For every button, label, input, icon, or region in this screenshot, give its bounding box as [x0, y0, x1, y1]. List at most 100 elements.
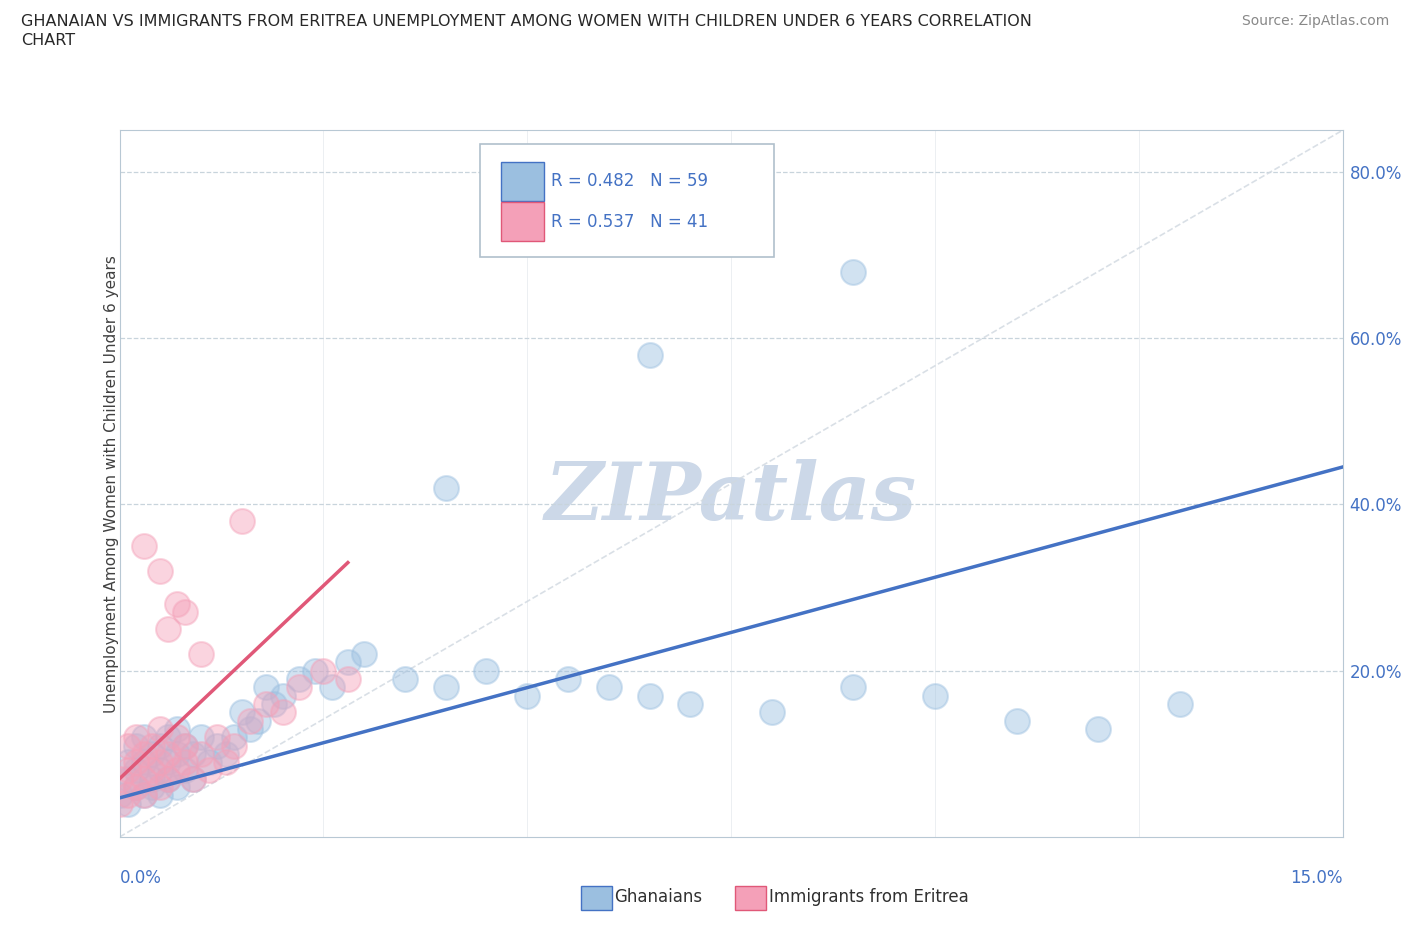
- Point: [198, 755, 221, 770]
- Point: [173, 738, 195, 753]
- Point: [117, 755, 139, 770]
- Point: [149, 763, 172, 777]
- Point: [924, 688, 946, 703]
- Point: [132, 788, 155, 803]
- Point: [157, 755, 180, 770]
- Point: [222, 738, 245, 753]
- Point: [516, 688, 538, 703]
- Point: [254, 680, 277, 695]
- Point: [132, 755, 155, 770]
- Point: [222, 730, 245, 745]
- Text: GHANAIAN VS IMMIGRANTS FROM ERITREA UNEMPLOYMENT AMONG WOMEN WITH CHILDREN UNDER: GHANAIAN VS IMMIGRANTS FROM ERITREA UNEM…: [21, 14, 1032, 29]
- Point: [166, 597, 188, 612]
- Point: [190, 747, 212, 762]
- Point: [271, 705, 294, 720]
- Point: [149, 788, 172, 803]
- Point: [149, 779, 172, 794]
- Text: CHART: CHART: [21, 33, 75, 47]
- Text: 15.0%: 15.0%: [1291, 869, 1343, 887]
- Point: [166, 747, 188, 762]
- Point: [598, 680, 620, 695]
- Point: [149, 722, 172, 737]
- Point: [157, 730, 180, 745]
- Text: R = 0.482   N = 59: R = 0.482 N = 59: [551, 172, 709, 190]
- Text: ZIPatlas: ZIPatlas: [546, 459, 917, 537]
- FancyBboxPatch shape: [481, 144, 773, 258]
- Point: [108, 788, 131, 803]
- Point: [166, 763, 188, 777]
- Point: [125, 738, 148, 753]
- Point: [149, 738, 172, 753]
- Point: [157, 771, 180, 786]
- Point: [336, 655, 359, 670]
- Point: [190, 646, 212, 661]
- Point: [125, 779, 148, 794]
- Point: [263, 697, 285, 711]
- Point: [181, 771, 204, 786]
- Point: [125, 755, 148, 770]
- Point: [149, 755, 172, 770]
- Point: [842, 264, 865, 279]
- Text: R = 0.537   N = 41: R = 0.537 N = 41: [551, 213, 709, 231]
- Point: [125, 779, 148, 794]
- Point: [198, 763, 221, 777]
- Point: [125, 763, 148, 777]
- Point: [132, 747, 155, 762]
- Point: [842, 680, 865, 695]
- Point: [132, 538, 155, 553]
- Point: [132, 730, 155, 745]
- Point: [231, 513, 253, 528]
- Point: [207, 730, 229, 745]
- Point: [141, 738, 163, 753]
- Point: [207, 738, 229, 753]
- Point: [239, 713, 262, 728]
- Point: [288, 671, 311, 686]
- Point: [434, 480, 457, 495]
- Text: Ghanaians: Ghanaians: [614, 888, 703, 907]
- Point: [117, 738, 139, 753]
- Point: [117, 771, 139, 786]
- Point: [157, 747, 180, 762]
- Point: [638, 688, 661, 703]
- Point: [231, 705, 253, 720]
- Point: [157, 771, 180, 786]
- Point: [181, 747, 204, 762]
- Point: [239, 722, 262, 737]
- Point: [166, 730, 188, 745]
- Point: [288, 680, 311, 695]
- Point: [173, 755, 195, 770]
- Point: [166, 779, 188, 794]
- Point: [321, 680, 343, 695]
- Point: [1087, 722, 1109, 737]
- Point: [247, 713, 270, 728]
- Point: [214, 755, 236, 770]
- Point: [181, 771, 204, 786]
- Point: [557, 671, 579, 686]
- Point: [125, 730, 148, 745]
- Point: [679, 697, 702, 711]
- Point: [336, 671, 359, 686]
- Point: [108, 771, 131, 786]
- Text: Source: ZipAtlas.com: Source: ZipAtlas.com: [1241, 14, 1389, 28]
- Point: [475, 663, 498, 678]
- Point: [166, 722, 188, 737]
- Text: Immigrants from Eritrea: Immigrants from Eritrea: [769, 888, 969, 907]
- Point: [173, 763, 195, 777]
- Point: [190, 730, 212, 745]
- Point: [141, 747, 163, 762]
- Point: [108, 796, 131, 811]
- Point: [761, 705, 783, 720]
- Point: [214, 747, 236, 762]
- Point: [1005, 713, 1028, 728]
- Point: [304, 663, 326, 678]
- Text: 0.0%: 0.0%: [120, 869, 162, 887]
- Point: [117, 763, 139, 777]
- Point: [271, 688, 294, 703]
- Point: [394, 671, 416, 686]
- Point: [434, 680, 457, 695]
- Point: [312, 663, 335, 678]
- FancyBboxPatch shape: [501, 203, 544, 241]
- Point: [638, 347, 661, 362]
- Point: [149, 564, 172, 578]
- Point: [254, 697, 277, 711]
